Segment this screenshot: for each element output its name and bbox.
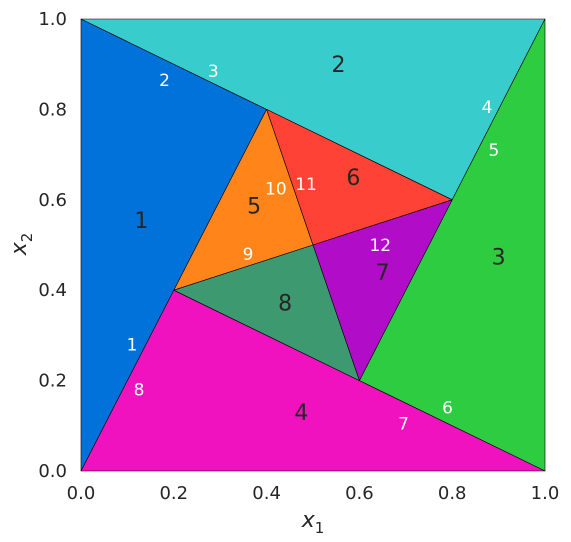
- edge-label-11: 11: [295, 175, 317, 195]
- edge-label-9: 9: [243, 245, 254, 265]
- x-tick-label: 0.4: [252, 483, 281, 504]
- region-label-7: 7: [376, 261, 390, 286]
- y-tick-label: 0.0: [38, 461, 67, 482]
- y-tick-label: 1.0: [38, 9, 67, 30]
- region-label-5: 5: [247, 195, 261, 220]
- y-tick-label: 0.8: [38, 99, 67, 120]
- mesh-regions: [80, 18, 546, 472]
- edge-label-5: 5: [489, 141, 500, 161]
- x-axis-ticks: 0.0 0.2 0.4 0.6 0.8 1.0: [67, 483, 560, 504]
- edge-label-3: 3: [208, 62, 219, 82]
- x-tick-label: 0.2: [159, 483, 188, 504]
- region-label-2: 2: [332, 53, 346, 78]
- edge-label-6: 6: [442, 399, 453, 419]
- region-8: [173, 244, 360, 381]
- y-tick-label: 0.2: [38, 371, 67, 392]
- x-tick-label: 0.0: [67, 483, 96, 504]
- y-tick-label: 0.6: [38, 190, 67, 211]
- y-axis-label: x2: [7, 233, 36, 257]
- region-label-4: 4: [294, 401, 308, 426]
- x-tick-label: 0.8: [438, 483, 467, 504]
- x-axis-label: x1: [301, 508, 325, 537]
- y-tick-label: 0.4: [38, 280, 67, 301]
- edge-label-1: 1: [127, 335, 138, 355]
- x-tick-label: 1.0: [531, 483, 560, 504]
- edge-label-8: 8: [134, 381, 145, 401]
- edge-label-12: 12: [369, 236, 391, 256]
- x-tick-label: 0.6: [345, 483, 374, 504]
- edge-label-4: 4: [482, 98, 493, 118]
- edge-label-7: 7: [398, 415, 409, 435]
- edge-label-2: 2: [159, 71, 170, 91]
- edge-label-10: 10: [265, 180, 287, 200]
- y-axis-ticks: 0.0 0.2 0.4 0.6 0.8 1.0: [38, 9, 67, 482]
- region-label-6: 6: [346, 166, 360, 191]
- region-label-8: 8: [278, 291, 292, 316]
- region-label-3: 3: [492, 245, 506, 270]
- region-label-1: 1: [134, 209, 148, 234]
